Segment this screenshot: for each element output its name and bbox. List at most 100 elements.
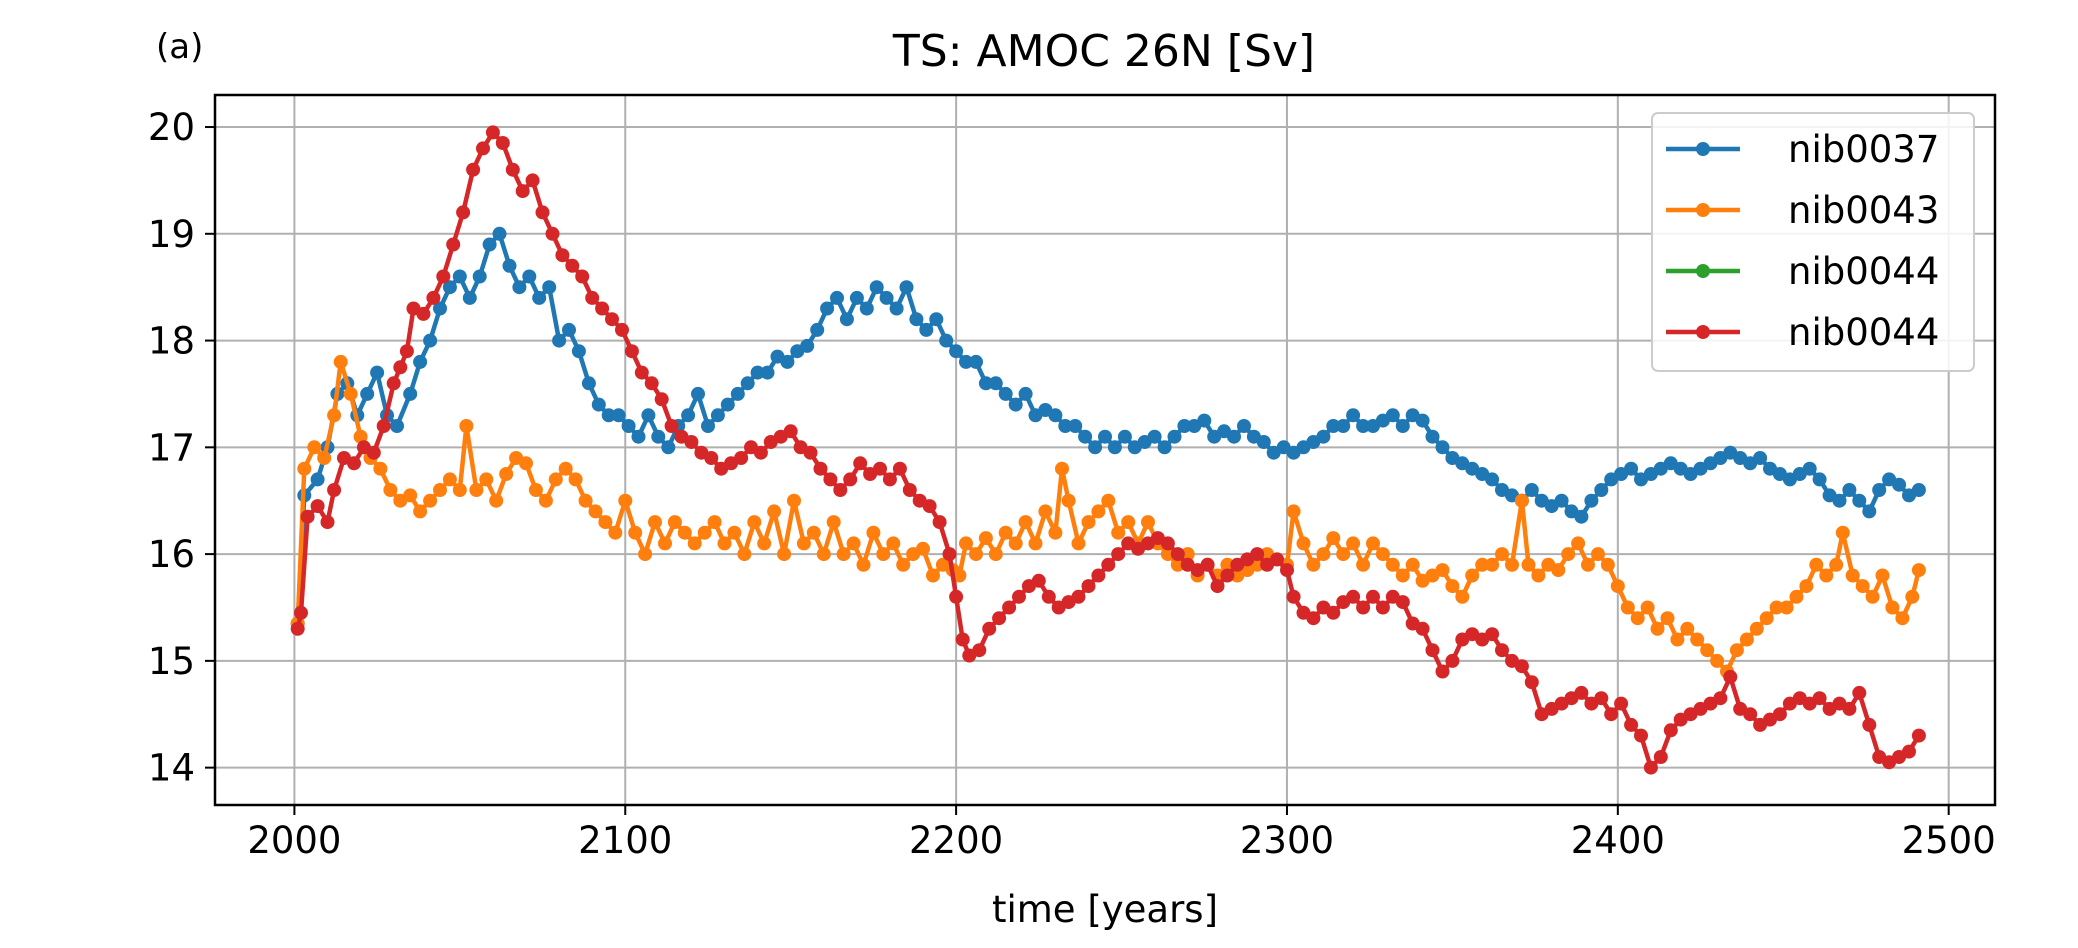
data-point [1789,589,1804,604]
data-point [777,547,792,562]
data-point [621,419,636,433]
data-point [1425,643,1440,658]
legend-entry-label: nib0044 [1788,250,1939,293]
data-point [843,472,858,487]
data-point [667,515,682,530]
data-point [1220,557,1235,572]
data-point [1336,419,1351,433]
data-point [783,424,798,439]
data-point [1584,493,1599,508]
data-point [545,226,560,241]
series-3 [290,125,1926,775]
data-point [998,386,1013,401]
data-point [1237,419,1251,433]
data-point [710,408,725,423]
data-point [1385,557,1400,572]
data-point [1346,408,1361,423]
data-point [1911,563,1926,578]
data-point [644,376,659,391]
data-point [1604,707,1619,722]
data-point [1038,504,1053,519]
data-point [562,322,576,337]
x-tick-label: 2300 [1240,819,1334,862]
data-point [1375,547,1390,562]
data-point [1574,685,1589,700]
data-point [701,419,715,433]
data-point [849,290,864,305]
data-point [1286,504,1301,519]
data-point [624,344,639,359]
y-tick-label: 14 [148,747,195,790]
data-point [1250,547,1265,562]
data-point [423,333,438,348]
data-point [1812,691,1827,706]
data-point [892,461,907,476]
data-point [366,445,381,460]
data-point [1270,552,1284,567]
data-point [896,557,911,572]
y-tick-label: 18 [148,320,195,363]
data-point [1455,589,1470,604]
y-tick-label: 16 [148,533,195,576]
chart-title: TS: AMOC 26N [Sv] [892,26,1315,77]
data-point [1395,595,1410,610]
data-point [631,429,646,444]
data-point [1514,493,1529,508]
data-point [1356,419,1371,433]
legend-box [1651,112,1975,372]
data-point [992,611,1007,626]
data-point [585,290,600,305]
data-point [1170,557,1185,572]
data-point [532,290,547,305]
data-point [423,493,438,508]
data-point [1117,429,1132,444]
data-point [320,515,335,530]
data-point [489,493,504,508]
data-point [297,461,312,476]
data-point [386,376,401,391]
axis-ticks: 2000 2100 2200 2300 2400 2500 14 15 16 17 18 19 20 [148,106,1996,862]
data-point [876,547,891,562]
data-point [1326,419,1341,433]
data-point [952,568,967,583]
data-point [820,301,835,316]
data-point [1835,525,1850,540]
data-point [750,365,765,380]
data-point [740,376,755,391]
y-tick-label: 19 [148,213,195,256]
data-point [601,408,616,423]
data-point [485,125,500,140]
data-point [691,386,705,401]
data-point [916,541,930,556]
data-point [836,547,851,562]
data-point [608,525,623,540]
data-point [661,440,676,455]
data-point [1729,643,1744,658]
data-point [383,483,398,497]
data-point [403,386,418,401]
data-point [886,536,901,551]
x-tick-label: 2400 [1571,819,1665,862]
data-point [1551,563,1566,578]
series-1 [290,354,1926,679]
data-point [1892,477,1907,492]
data-point [426,290,441,305]
legend-entry-label: nib0037 [1788,128,1939,171]
data-point [581,376,596,391]
x-axis-label: time [years] [992,888,1218,931]
data-point [1862,504,1877,519]
data-point [1505,557,1519,572]
data-point [1316,429,1331,444]
data-point [1002,600,1017,615]
data-point [456,205,471,220]
data-point [1902,744,1916,759]
data-point [1048,408,1063,423]
legend: nib0037 nib0043 nib0044 nib0044 [1651,112,1975,372]
data-point [959,354,973,369]
data-point [1356,600,1371,615]
data-point [747,515,762,530]
data-point [1435,664,1450,679]
data-point [760,365,775,380]
data-point [565,258,580,273]
